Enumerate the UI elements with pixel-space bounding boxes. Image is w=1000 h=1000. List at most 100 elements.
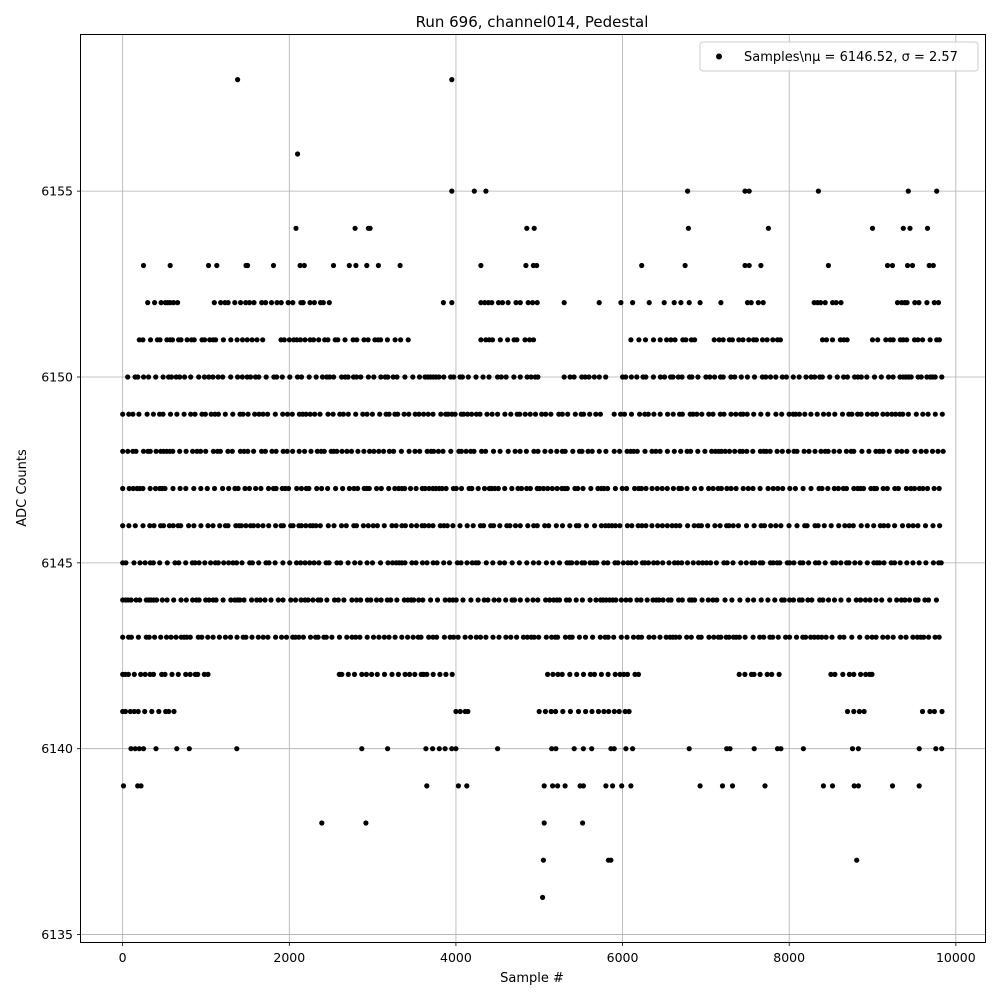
data-point bbox=[395, 411, 401, 417]
data-point bbox=[567, 671, 573, 678]
data-point bbox=[243, 523, 249, 529]
data-point bbox=[355, 485, 361, 492]
data-point bbox=[815, 188, 822, 194]
data-point bbox=[316, 560, 322, 566]
data-point bbox=[844, 708, 851, 715]
data-point bbox=[394, 374, 400, 380]
data-point bbox=[245, 448, 251, 454]
data-point bbox=[449, 300, 455, 306]
data-point bbox=[576, 523, 582, 529]
data-point bbox=[150, 560, 156, 566]
data-point bbox=[742, 634, 748, 640]
data-point bbox=[800, 485, 806, 492]
data-point bbox=[812, 448, 818, 454]
data-point bbox=[323, 634, 329, 640]
data-point bbox=[345, 671, 351, 678]
data-point bbox=[313, 523, 319, 529]
data-point bbox=[259, 448, 265, 454]
data-point bbox=[543, 597, 549, 603]
data-point bbox=[511, 597, 518, 603]
data-point bbox=[311, 300, 317, 306]
data-point bbox=[884, 262, 891, 269]
data-point bbox=[256, 560, 262, 566]
data-point bbox=[920, 411, 926, 417]
chart-title: Run 696, channel014, Pedestal bbox=[416, 13, 649, 31]
data-point bbox=[490, 634, 496, 640]
data-point bbox=[248, 374, 254, 380]
data-point bbox=[260, 411, 266, 417]
data-point bbox=[300, 634, 306, 640]
data-point bbox=[454, 560, 460, 566]
data-point bbox=[686, 746, 692, 752]
data-point bbox=[194, 448, 200, 454]
data-point bbox=[205, 523, 211, 529]
data-point bbox=[280, 411, 286, 417]
data-point bbox=[131, 560, 137, 566]
data-point bbox=[228, 374, 234, 380]
data-point bbox=[346, 262, 352, 269]
data-point bbox=[545, 671, 551, 678]
data-point bbox=[630, 300, 636, 306]
data-point bbox=[839, 411, 846, 417]
data-point bbox=[559, 523, 566, 529]
data-point bbox=[470, 523, 476, 529]
data-point bbox=[881, 560, 887, 566]
data-point bbox=[899, 448, 905, 454]
data-point bbox=[698, 634, 704, 640]
data-point bbox=[556, 597, 563, 603]
data-point bbox=[392, 337, 398, 343]
data-point bbox=[434, 634, 440, 640]
data-point bbox=[867, 597, 873, 603]
data-point bbox=[889, 783, 896, 789]
y-tick-label: 6145 bbox=[41, 555, 73, 570]
data-point bbox=[205, 262, 212, 269]
data-point bbox=[234, 634, 240, 640]
data-point bbox=[743, 560, 749, 566]
data-point bbox=[890, 634, 896, 640]
data-point bbox=[679, 597, 685, 603]
data-point bbox=[846, 597, 852, 603]
data-point bbox=[298, 485, 304, 492]
data-point bbox=[779, 374, 785, 380]
data-point bbox=[605, 485, 611, 492]
data-point bbox=[936, 337, 943, 343]
data-point bbox=[471, 188, 477, 194]
data-point bbox=[505, 337, 511, 343]
data-point bbox=[122, 708, 129, 715]
data-point bbox=[809, 597, 815, 603]
data-point bbox=[722, 448, 728, 454]
data-point bbox=[152, 485, 159, 492]
data-point bbox=[760, 560, 766, 566]
data-point bbox=[298, 523, 304, 529]
data-point bbox=[273, 634, 279, 640]
data-point bbox=[334, 560, 340, 566]
data-point bbox=[132, 746, 138, 752]
data-point bbox=[260, 634, 266, 640]
data-point bbox=[268, 597, 274, 603]
data-point bbox=[336, 634, 343, 640]
data-point bbox=[639, 262, 645, 269]
data-point bbox=[859, 448, 865, 454]
data-point bbox=[932, 411, 938, 417]
data-point bbox=[531, 225, 537, 231]
data-point bbox=[678, 448, 684, 454]
data-point bbox=[453, 708, 459, 715]
data-point bbox=[458, 448, 464, 454]
data-point bbox=[527, 485, 534, 492]
data-point bbox=[402, 523, 408, 529]
data-point bbox=[412, 671, 418, 678]
data-point bbox=[844, 337, 850, 343]
data-point bbox=[815, 634, 821, 640]
data-point bbox=[249, 560, 255, 566]
data-point bbox=[140, 448, 147, 454]
data-point bbox=[908, 374, 914, 380]
data-point bbox=[857, 560, 863, 566]
data-point bbox=[898, 634, 904, 640]
data-point bbox=[386, 448, 392, 454]
data-point bbox=[384, 337, 390, 343]
data-point bbox=[566, 597, 573, 603]
data-point bbox=[512, 523, 519, 529]
data-point bbox=[676, 597, 682, 603]
data-point bbox=[255, 634, 261, 640]
data-point bbox=[503, 634, 509, 640]
